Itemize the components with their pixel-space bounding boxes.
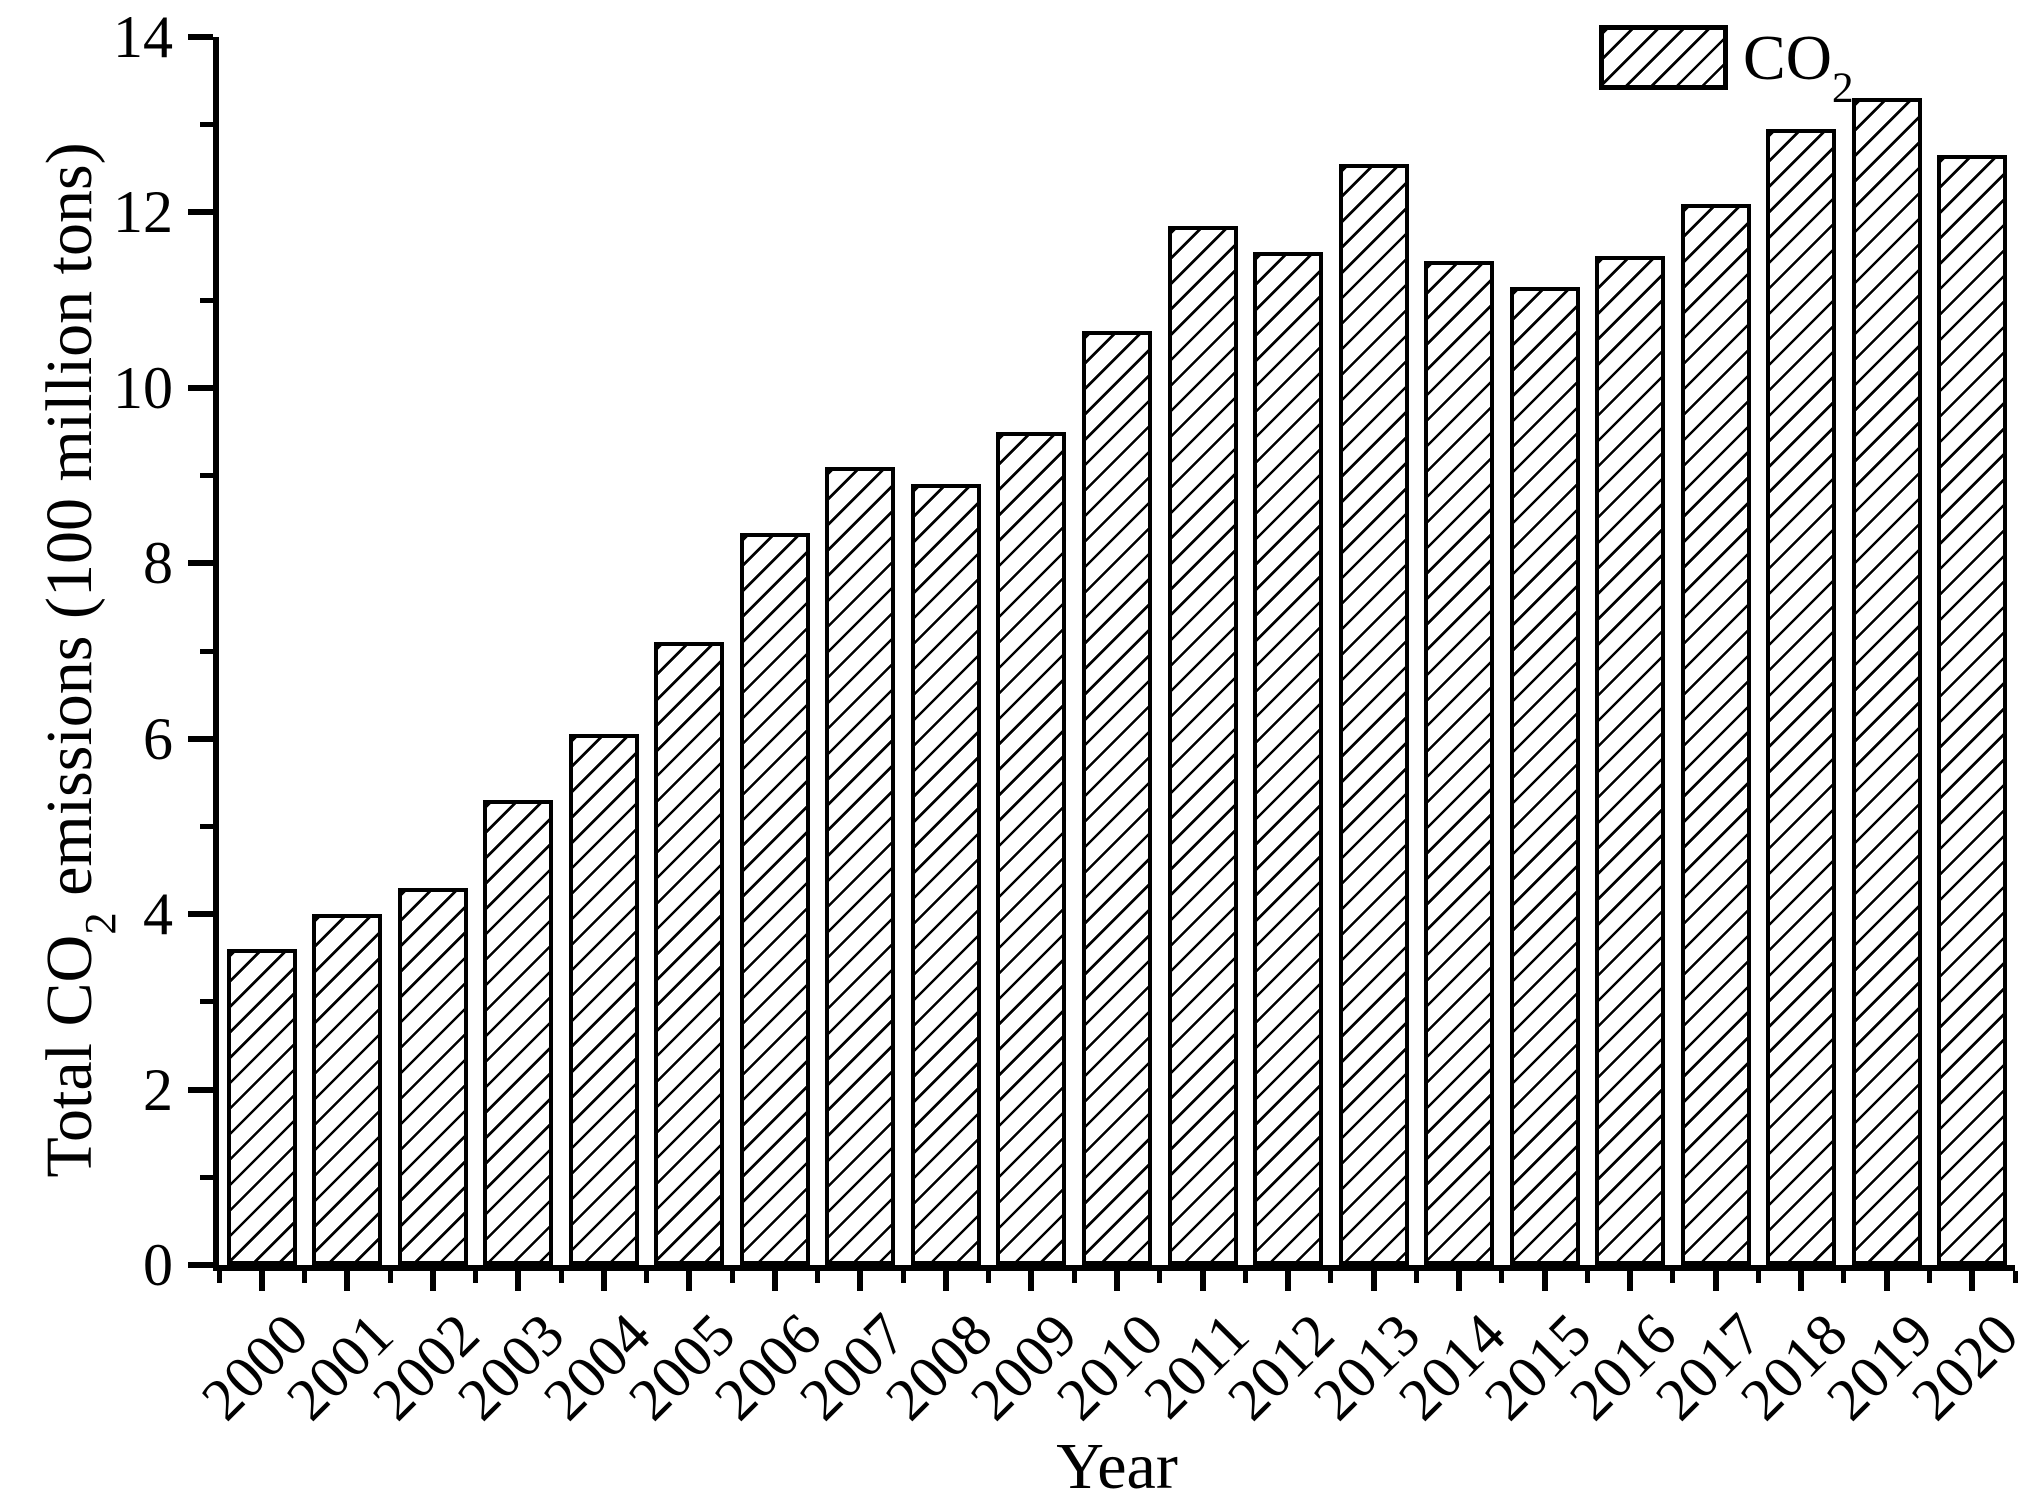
y-axis-major-tick-6 [188, 735, 213, 742]
y-axis-major-tick-10 [188, 384, 213, 391]
bar-2014 [1424, 260, 1495, 1265]
bar-2009 [996, 431, 1067, 1265]
bar-2007 [825, 466, 896, 1265]
x-axis-minor-tick-5 [644, 1271, 650, 1283]
x-axis-major-tick-2017 [1712, 1271, 1719, 1291]
x-axis-minor-tick-8 [900, 1271, 906, 1283]
x-axis-major-tick-2009 [1028, 1271, 1035, 1291]
y-axis-title-text: Total CO [33, 934, 106, 1178]
x-axis-minor-tick-16 [1584, 1271, 1590, 1283]
bar-2018 [1766, 129, 1837, 1265]
x-axis-major-tick-2003 [515, 1271, 522, 1291]
bar-2015 [1509, 287, 1580, 1265]
y-axis-minor-tick-13 [200, 122, 213, 128]
x-axis-minor-tick-6 [729, 1271, 735, 1283]
bar-2016 [1595, 256, 1666, 1265]
x-axis-minor-tick-15 [1499, 1271, 1505, 1283]
bar-2008 [910, 484, 981, 1265]
x-axis-minor-tick-14 [1413, 1271, 1419, 1283]
bar-2013 [1338, 164, 1409, 1265]
y-axis-major-tick-0 [188, 1262, 213, 1268]
bar-2000 [226, 949, 297, 1265]
x-axis-minor-tick-12 [1242, 1271, 1248, 1283]
y-axis-tick-label-4: 4 [143, 881, 173, 948]
y-axis-minor-tick-11 [200, 297, 213, 303]
bar-2005 [654, 642, 725, 1265]
y-axis-title: Total CO2 emissions (100 million tons) [33, 142, 125, 1177]
x-axis-minor-tick-18 [1755, 1271, 1761, 1283]
bar-2001 [312, 914, 383, 1265]
bar-2010 [1082, 330, 1152, 1265]
y-axis-tick-label-2: 2 [143, 1056, 173, 1123]
y-axis-tick-label-0: 0 [143, 1232, 173, 1298]
x-axis-major-tick-2005 [686, 1271, 693, 1291]
legend-label-text: CO [1743, 21, 1832, 93]
x-axis-major-tick-2004 [600, 1271, 607, 1291]
y-axis-tick-label-14: 14 [113, 4, 173, 70]
x-axis-minor-tick-11 [1157, 1271, 1163, 1283]
x-axis-major-tick-2008 [942, 1271, 949, 1291]
y-axis-major-tick-4 [188, 911, 213, 918]
x-axis-minor-tick-21 [2012, 1271, 2018, 1283]
x-axis-minor-tick-19 [1841, 1271, 1847, 1283]
legend-hatch-swatch [1599, 25, 1728, 90]
bar-2003 [483, 800, 554, 1265]
y-axis-tick-label-10: 10 [113, 354, 173, 421]
y-axis-major-tick-12 [188, 209, 213, 216]
y-axis-title-text-tail: emissions (100 million tons) [33, 142, 106, 913]
y-axis-minor-tick-5 [200, 823, 213, 829]
bar-2002 [397, 887, 468, 1265]
x-axis-major-tick-2006 [771, 1271, 778, 1291]
bar-2011 [1167, 225, 1238, 1265]
x-axis-minor-tick-10 [1071, 1271, 1077, 1283]
x-axis-major-tick-2014 [1456, 1271, 1463, 1291]
x-axis-major-tick-2010 [1114, 1271, 1120, 1291]
legend-label-subscript: 2 [1831, 63, 1854, 112]
y-axis-major-tick-2 [188, 1086, 213, 1093]
y-axis-minor-tick-9 [200, 473, 213, 479]
x-axis-major-tick-2013 [1370, 1271, 1377, 1291]
x-axis-major-tick-2019 [1883, 1271, 1890, 1291]
x-axis-major-tick-2002 [429, 1271, 436, 1291]
bar-2006 [739, 532, 810, 1265]
plot-area: 0 2 4 6 8 10 12 14 2000 2001 2002 2003 2004 2005 2006 2… [113, 7, 2031, 1432]
x-axis-minor-tick-17 [1670, 1271, 1676, 1283]
y-axis-tick-label-12: 12 [113, 179, 173, 246]
x-axis-major-tick-2011 [1199, 1271, 1206, 1291]
x-axis-minor-tick-0 [216, 1271, 222, 1283]
x-axis-minor-tick-20 [1926, 1271, 1932, 1283]
y-axis-major-tick-14 [188, 34, 213, 40]
x-axis-minor-tick-9 [986, 1271, 992, 1283]
x-axis-major-tick-2012 [1285, 1271, 1292, 1291]
bar-2012 [1253, 251, 1324, 1265]
x-axis-minor-tick-1 [302, 1271, 308, 1283]
x-axis-minor-tick-7 [815, 1271, 821, 1283]
bar-2004 [568, 734, 639, 1265]
x-axis-major-tick-2007 [857, 1271, 864, 1291]
x-axis-minor-tick-3 [473, 1271, 479, 1283]
x-axis-major-tick-2000 [258, 1271, 265, 1291]
y-axis-major-tick-8 [188, 560, 213, 567]
y-axis-tick-label-8: 8 [143, 530, 173, 597]
bar-2019 [1851, 98, 1922, 1265]
y-axis-title-subscript: 2 [75, 912, 126, 935]
x-axis-minor-tick-4 [558, 1271, 564, 1283]
bar-2020 [1937, 155, 2008, 1265]
bar-2017 [1680, 203, 1751, 1265]
x-axis-major-tick-2001 [344, 1271, 351, 1291]
legend-label: CO2 [1743, 25, 1854, 110]
x-axis-title: Year [1056, 1430, 1178, 1503]
y-axis-minor-tick-1 [200, 1174, 213, 1180]
x-axis-minor-tick-13 [1328, 1271, 1334, 1283]
y-axis-tick-label-6: 6 [143, 705, 173, 772]
x-axis-major-tick-2020 [1969, 1271, 1976, 1291]
y-axis-minor-tick-7 [200, 648, 213, 654]
legend: CO2 [1599, 25, 1854, 110]
x-axis-major-tick-2016 [1627, 1271, 1634, 1291]
x-axis-major-tick-2018 [1798, 1271, 1805, 1291]
x-axis-major-tick-2015 [1541, 1271, 1548, 1291]
x-axis-minor-tick-2 [387, 1271, 393, 1283]
y-axis-minor-tick-3 [200, 999, 213, 1005]
